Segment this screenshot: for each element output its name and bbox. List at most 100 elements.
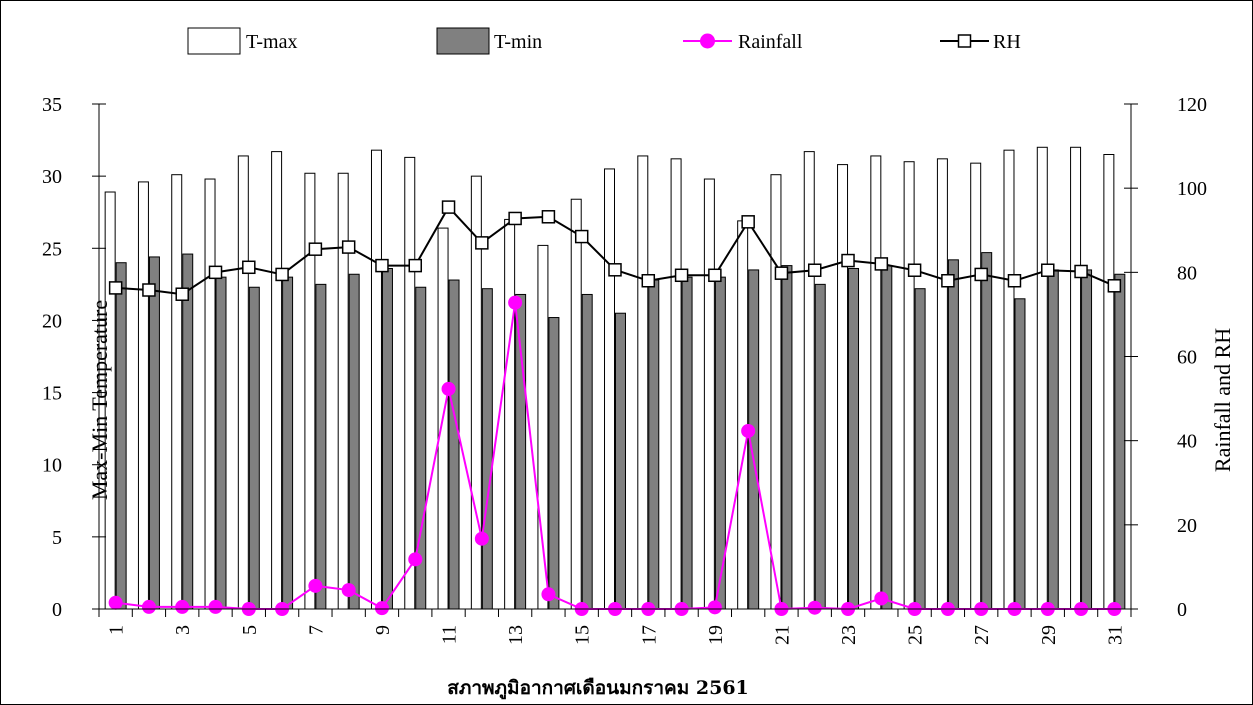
x-tick-label-3: 3 bbox=[172, 625, 194, 635]
point-rh-31 bbox=[1107, 279, 1122, 293]
point-rh-24 bbox=[874, 257, 889, 271]
point-rainfall-10 bbox=[408, 552, 423, 567]
bar-tmin-28 bbox=[1014, 298, 1026, 610]
x-tick-label-5: 5 bbox=[239, 625, 261, 635]
bar-tmax-6 bbox=[271, 151, 283, 610]
bar-tmin-16 bbox=[615, 312, 626, 610]
point-rh-30 bbox=[1074, 264, 1088, 279]
legend-marker-rh bbox=[957, 34, 972, 48]
point-rh-5 bbox=[242, 260, 256, 275]
bar-tmin-24 bbox=[881, 265, 893, 610]
bar-tmax-24 bbox=[870, 155, 882, 610]
bar-tmax-3 bbox=[171, 174, 183, 610]
bar-tmin-18 bbox=[681, 276, 693, 610]
legend-label-tmin: T-min bbox=[494, 31, 542, 53]
bar-tmin-14 bbox=[548, 317, 560, 610]
bar-tmax-31 bbox=[1103, 154, 1115, 610]
x-tick-label-13: 13 bbox=[505, 625, 527, 645]
bar-tmin-25 bbox=[914, 288, 926, 610]
legend-item-rh: RH bbox=[940, 31, 1021, 53]
bar-layer bbox=[104, 146, 1126, 610]
y2-tick-label-20: 20 bbox=[1177, 515, 1197, 537]
point-rh-12 bbox=[475, 236, 489, 250]
y-axis-title: Max-Min Temperature bbox=[87, 300, 112, 500]
point-rh-18 bbox=[674, 268, 689, 283]
point-rainfall-2 bbox=[141, 599, 156, 614]
point-rh-25 bbox=[907, 263, 922, 277]
bar-tmax-7 bbox=[304, 172, 316, 610]
legend-swatch-tmin bbox=[436, 27, 490, 55]
bar-tmax-4 bbox=[204, 178, 216, 610]
point-rainfall-19 bbox=[707, 600, 722, 615]
x-tick-label-25: 25 bbox=[905, 625, 927, 645]
bar-tmax-8 bbox=[337, 172, 349, 610]
point-rh-26 bbox=[941, 274, 955, 288]
point-rainfall-8 bbox=[341, 583, 356, 598]
bar-tmin-5 bbox=[248, 286, 260, 610]
bar-tmax-22 bbox=[803, 151, 815, 610]
y2-axis-title: Rainfall and RH bbox=[1210, 328, 1235, 472]
point-rh-9 bbox=[375, 258, 389, 273]
bar-tmin-9 bbox=[381, 267, 393, 610]
point-rh-13 bbox=[508, 211, 522, 226]
point-rh-23 bbox=[841, 253, 855, 268]
x-tick-label-17: 17 bbox=[638, 625, 660, 645]
bar-tmax-17 bbox=[637, 155, 649, 610]
y-tick-label-20: 20 bbox=[42, 310, 62, 332]
y-tick-label-25: 25 bbox=[42, 238, 62, 260]
y2-tick-label-120: 120 bbox=[1177, 94, 1207, 116]
point-rh-16 bbox=[608, 263, 622, 277]
bar-tmax-19 bbox=[703, 178, 715, 610]
bar-tmax-27 bbox=[970, 162, 982, 610]
y-tick-label-5: 5 bbox=[52, 527, 62, 549]
point-rainfall-20 bbox=[741, 423, 756, 438]
point-rh-1 bbox=[108, 281, 123, 295]
y2-tick-label-60: 60 bbox=[1177, 347, 1197, 369]
bar-tmin-31 bbox=[1114, 273, 1126, 610]
bar-tmax-13 bbox=[504, 218, 516, 610]
point-rh-21 bbox=[774, 266, 789, 280]
bar-tmax-25 bbox=[903, 161, 915, 610]
point-rh-4 bbox=[208, 265, 223, 280]
legend: T-max T-min Rainfall RH bbox=[187, 27, 1021, 55]
point-rainfall-9 bbox=[374, 601, 389, 616]
point-rainfall-14 bbox=[541, 587, 556, 602]
point-rh-19 bbox=[708, 268, 722, 283]
x-tick-label-31: 31 bbox=[1104, 625, 1126, 645]
y-tick-label-10: 10 bbox=[42, 455, 62, 477]
bar-tmax-10 bbox=[404, 156, 416, 610]
y-tick-label-0: 0 bbox=[52, 599, 62, 621]
point-rainfall-13 bbox=[508, 295, 523, 310]
bar-tmin-8 bbox=[348, 273, 360, 610]
y2-tick-label-0: 0 bbox=[1177, 599, 1187, 621]
bar-tmin-4 bbox=[215, 276, 227, 610]
point-rh-20 bbox=[741, 215, 755, 229]
bar-tmin-30 bbox=[1081, 269, 1093, 610]
bar-tmin-7 bbox=[315, 283, 327, 610]
x-tick-label-9: 9 bbox=[372, 625, 394, 635]
point-rainfall-24 bbox=[874, 591, 889, 606]
x-tick-label-23: 23 bbox=[838, 625, 860, 645]
legend-item-rainfall: Rainfall bbox=[683, 31, 803, 53]
y-tick-label-30: 30 bbox=[42, 166, 62, 188]
point-rh-6 bbox=[275, 267, 289, 282]
bar-tmax-29 bbox=[1036, 146, 1048, 610]
bar-tmax-21 bbox=[770, 174, 782, 610]
y2-tick-label-40: 40 bbox=[1177, 431, 1197, 453]
bar-tmin-23 bbox=[848, 267, 860, 610]
bar-tmax-20 bbox=[737, 220, 749, 610]
point-rh-3 bbox=[175, 287, 189, 301]
x-tick-label-27: 27 bbox=[971, 625, 993, 645]
x-axis-title: สภาพภูมิอากาศเดือนมกราคม 2561 bbox=[447, 677, 749, 700]
point-rh-7 bbox=[308, 242, 323, 256]
point-rh-10 bbox=[408, 258, 423, 273]
point-rainfall-12 bbox=[474, 531, 489, 546]
bar-tmax-2 bbox=[137, 181, 149, 610]
point-rh-2 bbox=[142, 283, 156, 297]
bar-tmin-17 bbox=[648, 279, 660, 610]
bar-tmin-27 bbox=[981, 252, 993, 610]
point-rainfall-1 bbox=[108, 595, 123, 610]
bar-tmin-21 bbox=[781, 265, 793, 610]
x-tick-label-29: 29 bbox=[1038, 625, 1060, 645]
